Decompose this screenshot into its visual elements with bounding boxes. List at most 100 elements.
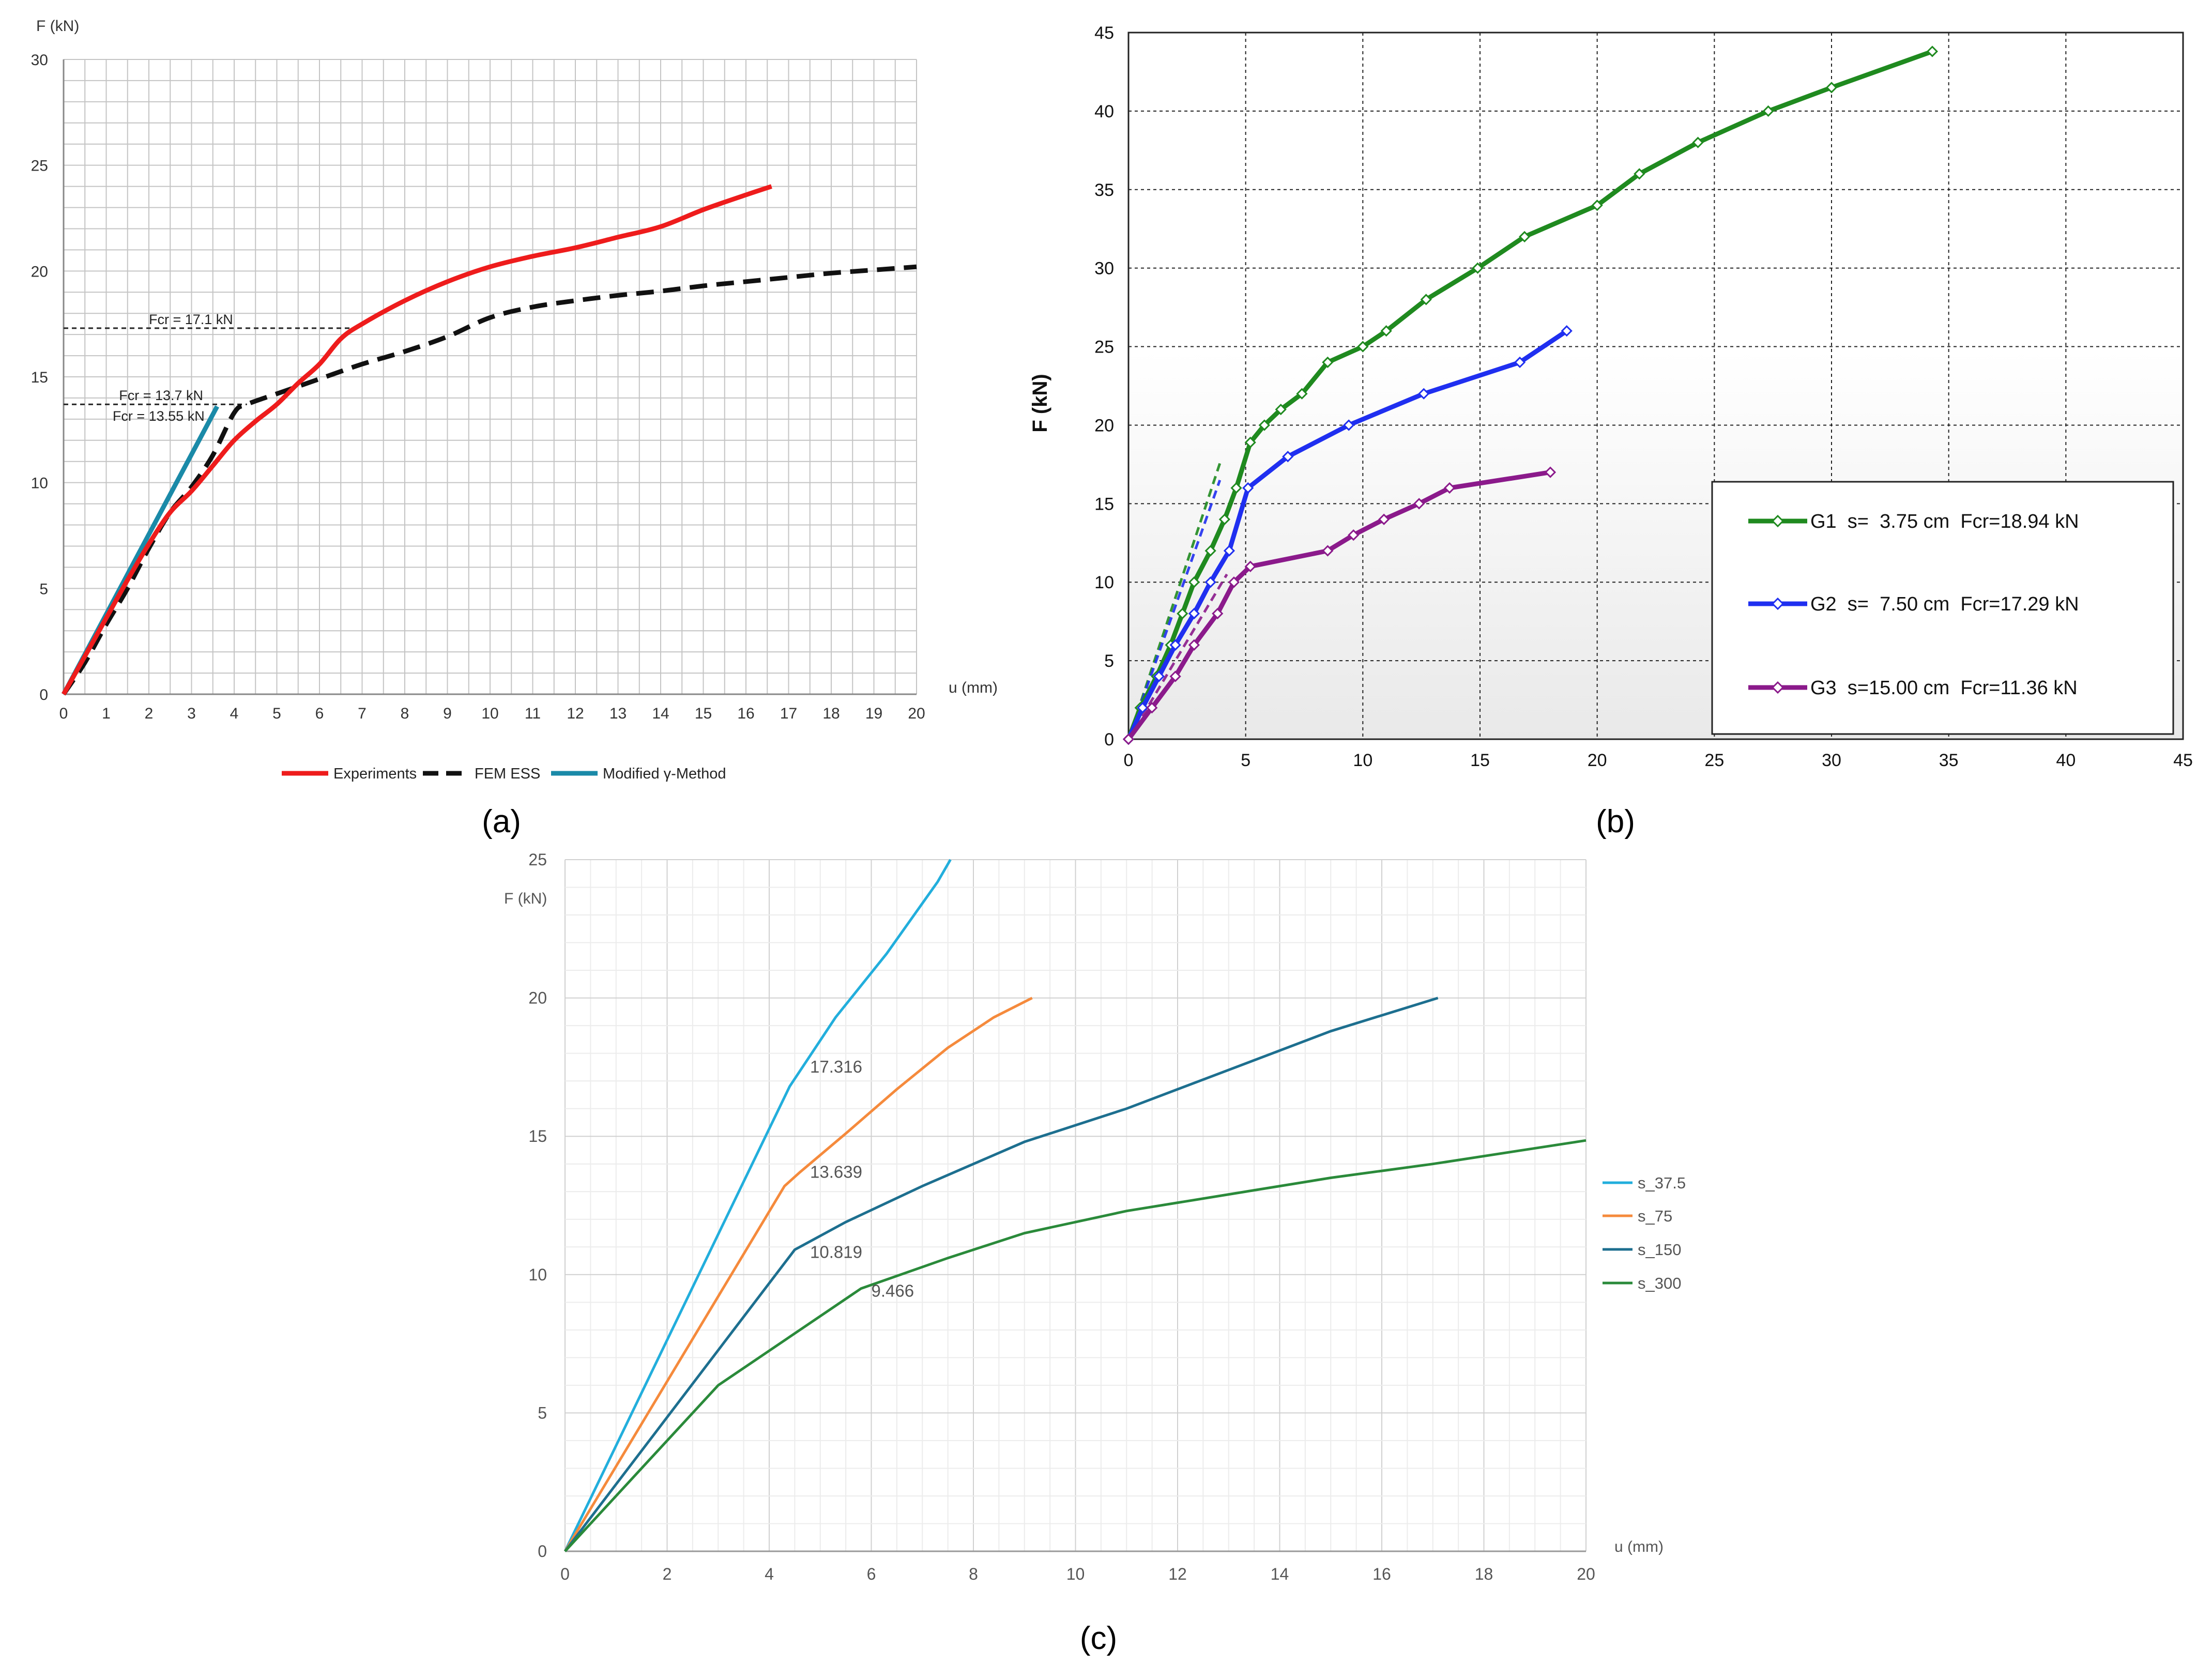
x-tick-label: 1 — [102, 705, 111, 722]
x-tick-label: 10 — [1066, 1565, 1085, 1583]
dashed-fit-line — [1127, 573, 1228, 740]
x-tick-label: 16 — [737, 705, 754, 722]
data-point-marker — [1343, 419, 1355, 431]
x-axis-label: u (mm) — [1614, 1538, 1664, 1555]
x-tick-label: 8 — [969, 1565, 978, 1583]
data-point-marker — [1218, 513, 1230, 525]
y-axis-label: F (kN) — [504, 890, 547, 907]
data-point-marker — [1223, 545, 1235, 557]
annotation-fcr-13-55: Fcr = 13.55 kN — [113, 408, 205, 424]
legend-box — [1711, 481, 2174, 735]
x-tick-label: 11 — [525, 705, 541, 722]
data-label: 10.819 — [810, 1243, 862, 1262]
data-label: 13.639 — [810, 1162, 862, 1181]
data-point-marker — [1634, 168, 1645, 180]
series-line — [563, 859, 952, 1552]
data-point-marker — [1242, 482, 1254, 494]
x-tick-label: 0 — [1124, 751, 1134, 770]
data-point-marker — [1188, 576, 1200, 588]
data-point-marker — [1544, 466, 1557, 478]
x-tick-label: 6 — [315, 705, 324, 722]
x-tick-label: 10 — [1353, 751, 1372, 770]
data-point-marker — [1228, 576, 1240, 588]
x-tick-label: 17 — [780, 705, 797, 722]
annotation-fcr-17-1: Fcr = 17.1 kN — [149, 312, 233, 327]
x-tick-label: 7 — [358, 705, 367, 722]
data-point-marker — [1825, 82, 1838, 94]
data-label: 9.466 — [872, 1281, 914, 1301]
y-tick-label: 0 — [39, 686, 48, 704]
legend-label: G2 s= 7.50 cm Fcr=17.29 kN — [1810, 593, 2079, 615]
chart-c: 0 2 4 6 8 10 12 14 16 18 20 0 5 10 15 20 25 F (kN) u (mm) 1… — [504, 850, 1686, 1583]
x-tick-label: 0 — [59, 705, 68, 722]
y-tick-label: 0 — [538, 1542, 547, 1561]
data-point-marker — [1258, 419, 1271, 431]
data-point-marker — [1926, 45, 1939, 57]
panel-label-a: (a) — [482, 804, 521, 839]
data-point-marker — [1514, 356, 1526, 369]
data-point-marker — [1122, 733, 1135, 745]
data-point-marker — [1443, 482, 1456, 494]
data-point-marker — [1169, 670, 1181, 682]
x-tick-label: 20 — [908, 705, 925, 722]
legend-label: G3 s=15.00 cm Fcr=11.36 kN — [1810, 677, 2078, 699]
legend-label: s_37.5 — [1638, 1174, 1686, 1192]
annotation-fcr-13-7: Fcr = 13.7 kN — [119, 388, 203, 403]
x-tick-label: 35 — [1939, 751, 1959, 770]
data-point-marker — [1230, 482, 1242, 494]
y-axis-label: F (kN) — [36, 18, 79, 35]
x-tick-label: 14 — [652, 705, 669, 722]
y-tick-label: 15 — [31, 369, 48, 386]
x-tick-label: 4 — [765, 1565, 774, 1583]
legend-label: Modified γ-Method — [603, 766, 726, 782]
x-tick-label: 6 — [867, 1565, 876, 1583]
x-tick-label: 19 — [865, 705, 882, 722]
y-tick-label: 10 — [1094, 573, 1114, 592]
x-tick-label: 12 — [1168, 1565, 1187, 1583]
y-tick-label: 30 — [1094, 259, 1114, 279]
x-tick-label: 14 — [1271, 1565, 1289, 1583]
data-point-marker — [1275, 403, 1287, 416]
data-point-marker — [1212, 607, 1224, 620]
y-tick-label: 25 — [528, 850, 547, 869]
y-tick-label: 5 — [1104, 651, 1114, 671]
y-tick-label: 5 — [39, 581, 48, 598]
panel-label-b: (b) — [1596, 804, 1635, 839]
data-point-marker — [1153, 670, 1165, 682]
x-tick-label: 20 — [1588, 751, 1607, 770]
data-point-marker — [1519, 231, 1531, 243]
x-tick-label: 13 — [609, 705, 627, 722]
series-experiments — [62, 184, 772, 696]
legend-label: s_150 — [1638, 1241, 1681, 1259]
legend-marker — [1771, 681, 1784, 694]
data-point-marker — [1204, 576, 1216, 588]
data-point-marker — [1188, 607, 1200, 620]
data-point-marker — [1244, 560, 1256, 572]
legend-marker — [1771, 597, 1784, 610]
x-tick-label: 0 — [560, 1565, 570, 1583]
x-tick-label: 18 — [822, 705, 840, 722]
legend-label: s_75 — [1638, 1207, 1672, 1225]
x-tick-label: 15 — [695, 705, 712, 722]
x-tick-label: 5 — [272, 705, 281, 722]
data-point-marker — [1137, 702, 1149, 714]
y-tick-label: 20 — [1094, 416, 1114, 435]
legend-marker — [1771, 514, 1784, 528]
x-tick-label: 20 — [1577, 1565, 1595, 1583]
x-tick-label: 9 — [443, 705, 452, 722]
data-point-marker — [1169, 639, 1181, 651]
data-point-marker — [1418, 388, 1430, 400]
x-tick-label: 10 — [481, 705, 498, 722]
y-tick-label: 40 — [1094, 102, 1114, 121]
x-tick-label: 8 — [401, 705, 409, 722]
data-point-marker — [1591, 200, 1603, 211]
y-tick-label: 30 — [31, 52, 48, 69]
data-point-marker — [1762, 105, 1774, 117]
data-point-marker — [1413, 498, 1425, 510]
data-point-marker — [1357, 341, 1369, 353]
x-tick-label: 4 — [230, 705, 239, 722]
x-tick-label: 2 — [663, 1565, 672, 1583]
data-point-marker — [1177, 607, 1188, 620]
x-axis-label: u (mm) — [949, 679, 998, 696]
data-label: 17.316 — [810, 1057, 862, 1076]
